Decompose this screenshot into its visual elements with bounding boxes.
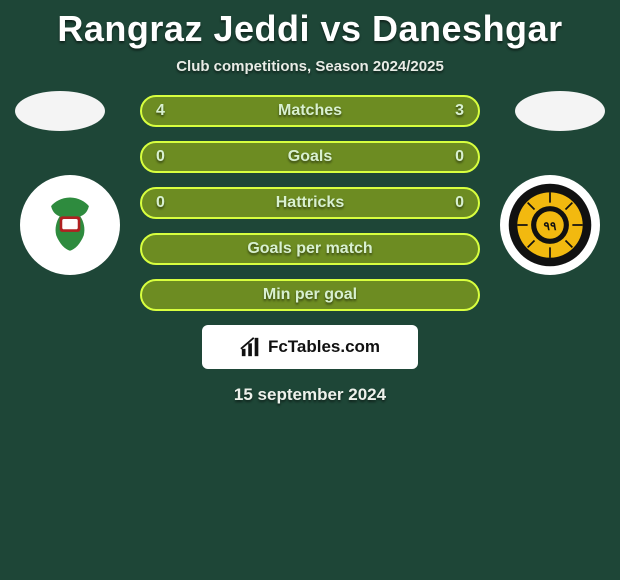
stat-label: Goals: [288, 148, 332, 166]
stat-row: Min per goal: [140, 279, 480, 311]
player-avatar-left: [15, 91, 105, 131]
stat-row: 0 Hattricks 0: [140, 187, 480, 219]
stat-label: Matches: [278, 102, 342, 120]
stat-row: 0 Goals 0: [140, 141, 480, 173]
stat-value-right: 0: [455, 194, 464, 212]
comparison-panel: ۹۹ 4 Matches 3 0 Goals 0 0 Hattricks 0 Goals per …: [0, 95, 620, 405]
stat-row: 4 Matches 3: [140, 95, 480, 127]
watermark-text: FcTables.com: [268, 337, 380, 357]
club-logo-left: [20, 175, 120, 275]
club-crest-left-icon: [27, 182, 113, 268]
stat-value-left: 4: [156, 102, 165, 120]
stat-label: Hattricks: [276, 194, 344, 212]
svg-text:۹۹: ۹۹: [544, 219, 557, 233]
club-logo-right: ۹۹: [500, 175, 600, 275]
stat-value-right: 0: [455, 148, 464, 166]
player-avatar-right: [515, 91, 605, 131]
club-crest-right-icon: ۹۹: [507, 182, 593, 268]
stat-row: Goals per match: [140, 233, 480, 265]
subtitle: Club competitions, Season 2024/2025: [0, 58, 620, 75]
stat-value-right: 3: [455, 102, 464, 120]
stat-label: Goals per match: [247, 240, 372, 258]
watermark-badge: FcTables.com: [202, 325, 418, 369]
bar-chart-icon: [240, 336, 262, 358]
date-text: 15 september 2024: [0, 385, 620, 405]
page-title: Rangraz Jeddi vs Daneshgar: [0, 8, 620, 50]
stat-value-left: 0: [156, 148, 165, 166]
stat-label: Min per goal: [263, 286, 357, 304]
stat-value-left: 0: [156, 194, 165, 212]
